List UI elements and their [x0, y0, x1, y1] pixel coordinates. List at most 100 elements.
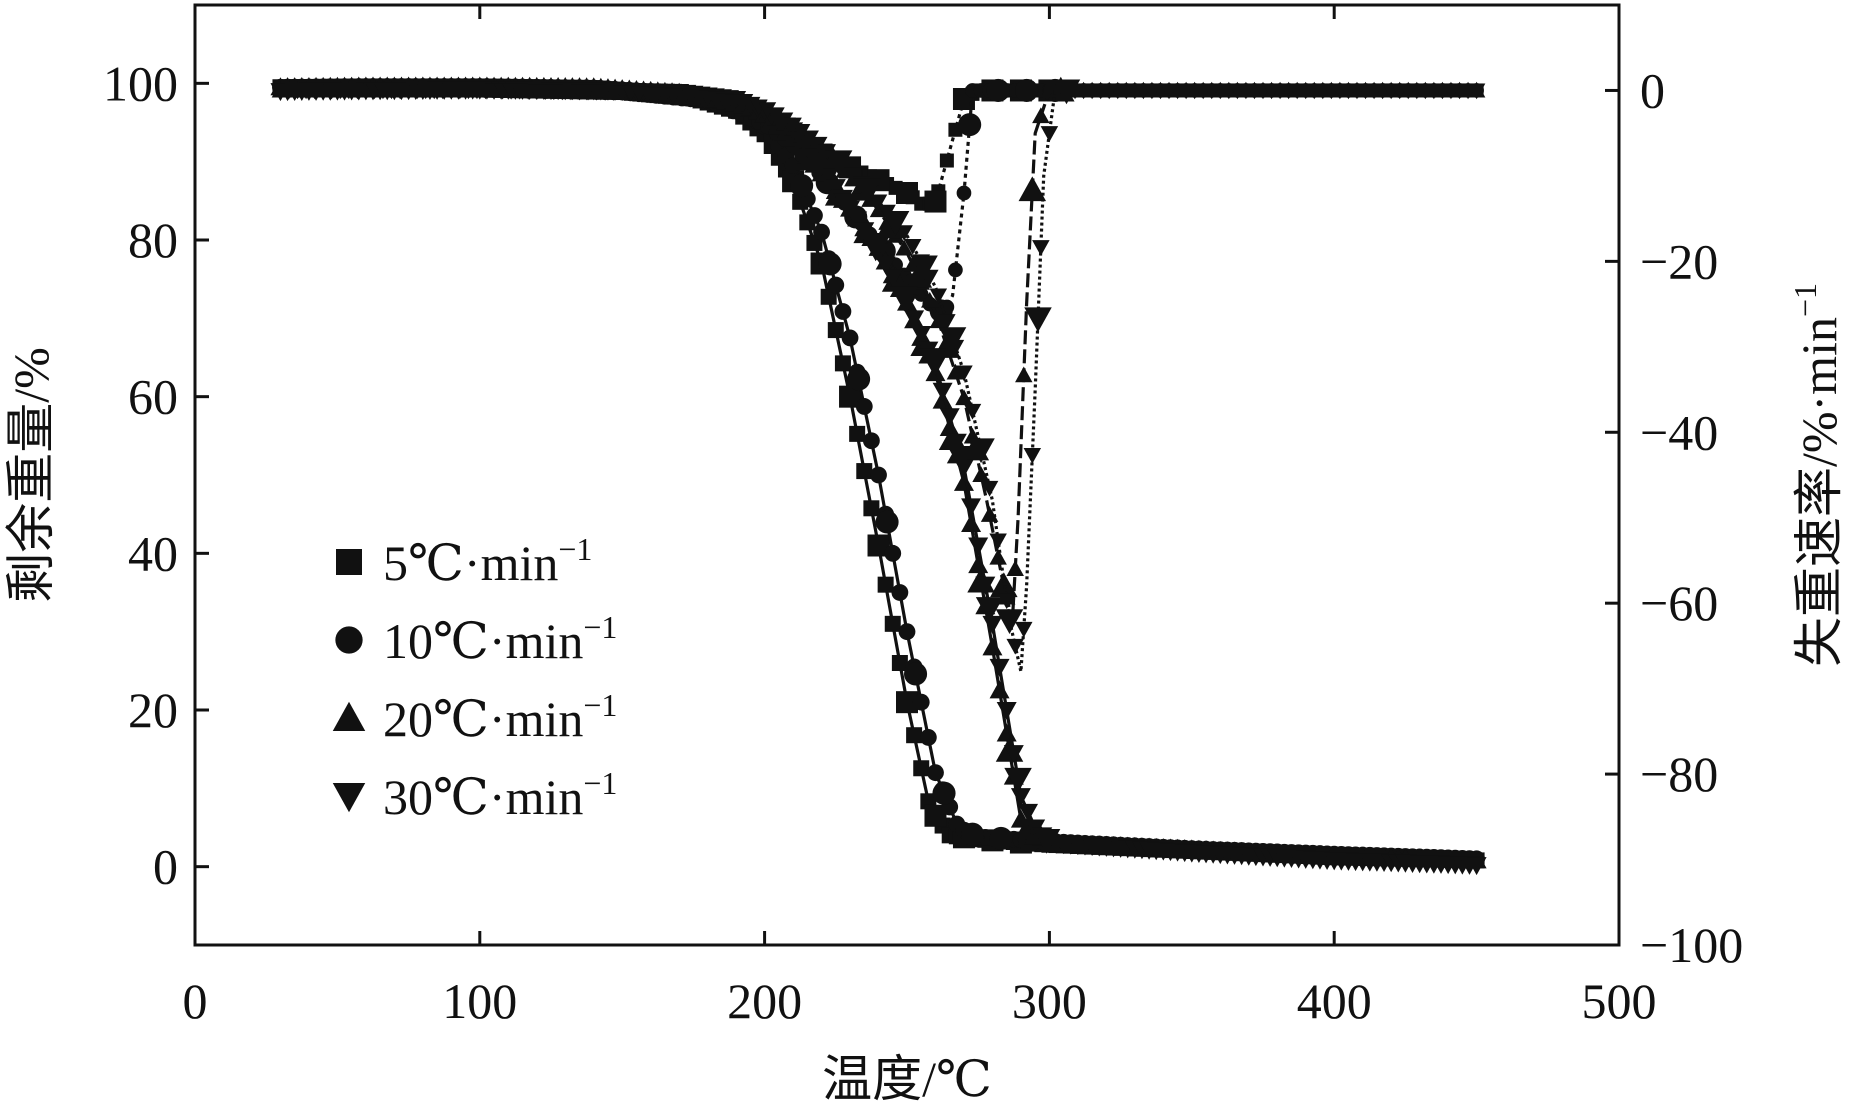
- y-tick-label: 0: [153, 839, 178, 895]
- dtg-point: [955, 365, 973, 382]
- tg-point: [834, 303, 852, 320]
- tg-point-large: [1004, 767, 1032, 793]
- dtg-point: [1006, 560, 1024, 576]
- dtg-point: [1032, 240, 1050, 256]
- y-tick-label: 40: [128, 525, 178, 581]
- dtg-point-large: [924, 190, 947, 213]
- y2-tick-label: −80: [1640, 746, 1718, 802]
- tg-point: [904, 310, 925, 329]
- dtg-point: [895, 239, 913, 256]
- tg-point: [870, 466, 887, 484]
- dtg-point: [1015, 366, 1033, 383]
- tg-point: [813, 223, 830, 241]
- tg-point-large: [1032, 829, 1061, 854]
- tg-point-large: [918, 348, 947, 373]
- dtg-point: [972, 466, 990, 482]
- plot-frame: [193, 3, 1621, 947]
- dtg-curve: [280, 88, 1477, 674]
- dtg-point: [1040, 126, 1059, 142]
- dtg-point: [989, 533, 1007, 550]
- dtg-point-large: [910, 255, 938, 281]
- x-tick-label: 0: [183, 973, 208, 1029]
- tg-point: [827, 276, 845, 294]
- legend-label: 20℃·min−1: [383, 687, 617, 747]
- tg-point: [841, 329, 859, 347]
- dtg-point: [1023, 448, 1042, 464]
- tg-point: [1466, 857, 1487, 876]
- tg-point-large: [847, 367, 871, 391]
- tg-point: [806, 207, 823, 224]
- x-tick-label: 500: [1582, 973, 1657, 1029]
- dtg-point-large: [938, 327, 967, 353]
- dtg-point-large: [881, 211, 910, 236]
- dtg-point: [955, 389, 973, 406]
- legend-label-text: 5℃·min: [383, 535, 558, 591]
- axes-layer: 0 100 200 300 400 500 0 20 40 60 80 100 0 −20 −40 −60 −8…: [103, 5, 1743, 1029]
- dtg-point: [869, 194, 888, 211]
- legend-marker: [335, 626, 363, 654]
- tg-point-large: [861, 236, 890, 262]
- tg-point-large: [790, 174, 814, 198]
- legend-label-text: 30℃·min: [383, 769, 583, 825]
- tg-point: [818, 168, 839, 187]
- legend-label-sup: −1: [583, 687, 617, 723]
- dtg-point: [1015, 621, 1033, 638]
- y2-axis-title: 失重速率/%·min−1: [1787, 283, 1847, 667]
- tg-point: [898, 623, 916, 641]
- tg-point-large: [989, 826, 1013, 850]
- dtg-point: [1006, 638, 1024, 655]
- svg-text:失重速率/%·min−1: 失重速率/%·min−1: [1787, 283, 1847, 667]
- tg-point: [1003, 745, 1024, 764]
- series-4: [270, 79, 1487, 876]
- tg-point-large: [890, 286, 918, 312]
- tg-point: [906, 727, 923, 744]
- tg-point-large: [875, 510, 899, 534]
- tg-point: [891, 655, 908, 671]
- tg-point-large: [804, 151, 833, 176]
- dtg-point: [1467, 83, 1486, 100]
- y-tick-label: 60: [128, 369, 178, 425]
- dtg-point-large: [986, 78, 1010, 103]
- tg-point: [1010, 788, 1031, 807]
- dtg-point: [767, 107, 785, 124]
- dtg-point: [1032, 107, 1050, 124]
- tg-point: [961, 498, 982, 517]
- dtg-point-large: [1018, 176, 1047, 202]
- tg-point: [913, 760, 930, 777]
- tg-point: [989, 680, 1010, 699]
- tg-point: [834, 355, 851, 372]
- tg-point: [877, 576, 894, 593]
- tg-point: [919, 729, 937, 746]
- tg-point: [932, 382, 953, 401]
- legend-marker: [332, 701, 366, 731]
- tg-point: [884, 615, 901, 632]
- y2-tick-label: −20: [1640, 233, 1718, 289]
- x-tick-label: 400: [1297, 973, 1372, 1029]
- legend-item-3: 20℃·min−1: [332, 687, 617, 747]
- tg-point-large: [818, 252, 842, 276]
- y2-axis-title-sup: −1: [1787, 283, 1823, 317]
- tg-point: [968, 537, 989, 556]
- y2-tick-label: −60: [1640, 575, 1718, 631]
- tg-point: [1018, 803, 1039, 822]
- dtg-point-large: [967, 438, 995, 464]
- dtg-point-large: [853, 178, 881, 204]
- dtg-point: [956, 185, 972, 201]
- tg-point-large: [960, 822, 985, 846]
- y-tick-label: 100: [103, 55, 178, 111]
- tg-point: [882, 269, 903, 288]
- tg-point: [891, 584, 909, 601]
- legend-label-text: 10℃·min: [383, 613, 583, 669]
- dtg-point: [775, 112, 794, 129]
- legend-label: 30℃·min−1: [383, 765, 617, 825]
- dtg-point: [929, 312, 948, 329]
- tg-point: [847, 211, 868, 230]
- legend-label-sup: −1: [583, 609, 617, 645]
- legend-label-sup: −1: [558, 531, 592, 567]
- x-tick-label: 100: [442, 973, 517, 1029]
- dtg-point: [980, 506, 999, 522]
- dtg-point: [929, 288, 948, 305]
- tg-point: [961, 513, 982, 532]
- dtg-point: [948, 262, 963, 278]
- tg-point: [863, 500, 880, 517]
